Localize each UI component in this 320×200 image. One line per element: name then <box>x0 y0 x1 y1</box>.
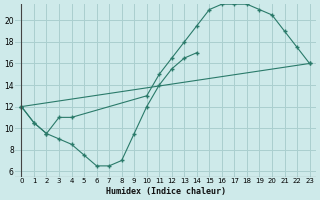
X-axis label: Humidex (Indice chaleur): Humidex (Indice chaleur) <box>106 187 226 196</box>
